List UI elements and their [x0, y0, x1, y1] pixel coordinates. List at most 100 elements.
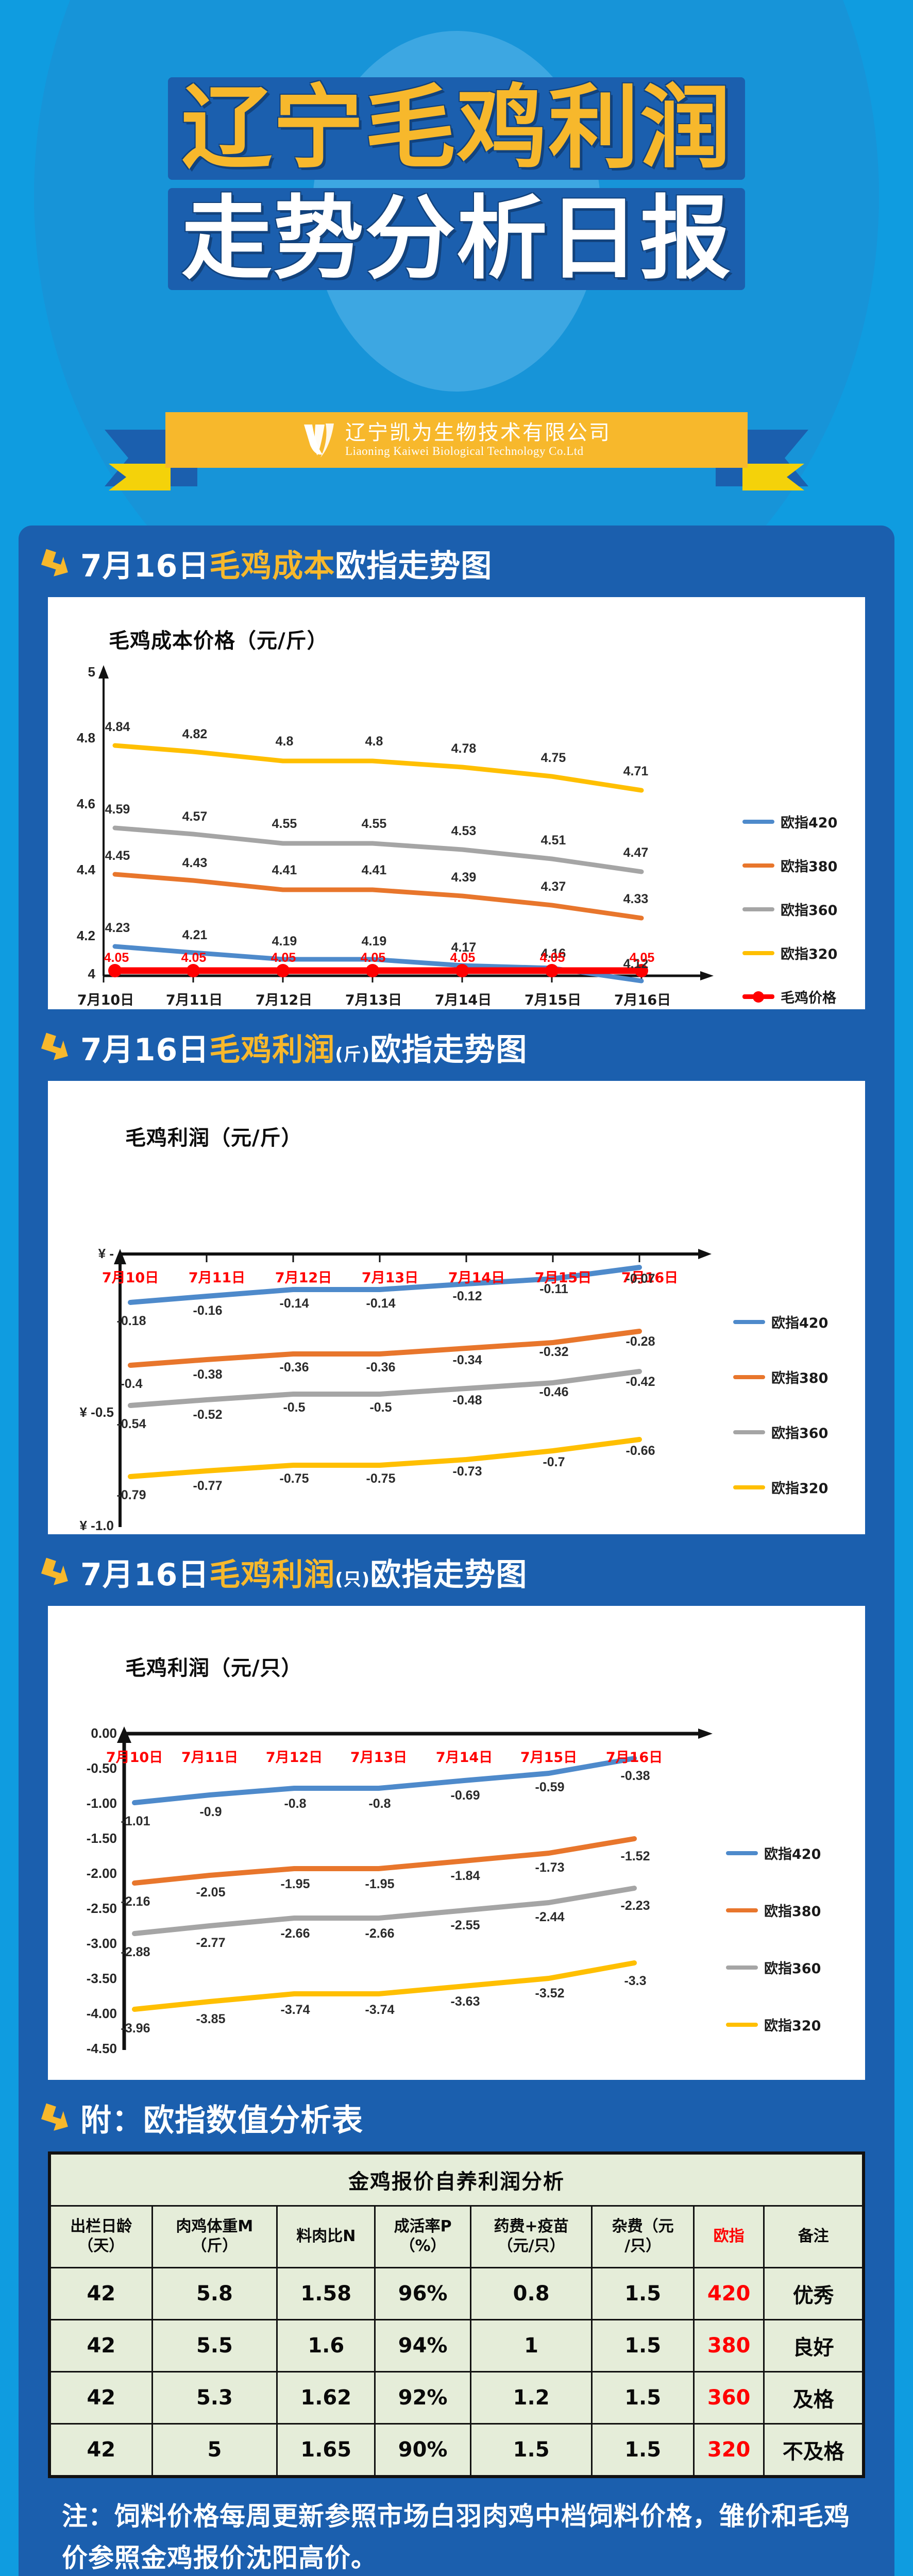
chart-title-cost: 毛鸡成本价格（元/斤）: [109, 629, 328, 653]
dlabel-cost-price-5: 4.05: [539, 951, 565, 965]
dlabel-zhi-320-5: -3.52: [535, 1986, 565, 2001]
legend-item-zhi-360: 欧指360: [726, 1957, 821, 1977]
x-tick-zhi-6: 7月16日: [605, 1750, 663, 1766]
cell-age: 42: [49, 2370, 153, 2425]
cell-fcr: 1.58: [276, 2266, 376, 2320]
cell-fcr: 1.65: [276, 2422, 376, 2477]
x-tick-jin-0: 7月10日: [102, 1270, 159, 1286]
y-tick-zhi-5: -2.50: [86, 1901, 117, 1916]
cell-misc: 1.5: [591, 2318, 695, 2372]
company-name-cn: 辽宁凯为生物技术有限公司: [345, 421, 611, 445]
dlabel-zhi-360-4: -2.55: [450, 1918, 480, 1933]
dlabel-cost-420-5: 4.16: [540, 946, 566, 961]
dlabel-zhi-420-1: -0.9: [199, 1805, 222, 1819]
cell-age: 42: [49, 2318, 153, 2372]
x-tick-jin-2: 7月12日: [275, 1270, 332, 1286]
legend-label-jin-320: 欧指320: [771, 1481, 829, 1497]
y-tick-jin-1: ¥ -0.5: [79, 1404, 114, 1420]
legend-item-jin-380: 欧指380: [733, 1367, 828, 1387]
cell-medicine: 1: [469, 2318, 593, 2372]
x-tick-jin-5: 7月15日: [534, 1270, 592, 1286]
dlabel-jin-320-2: -0.75: [279, 1471, 309, 1486]
cell-weight: 5: [151, 2422, 278, 2477]
col-header-fcr: 料肉比N: [276, 2205, 376, 2268]
section-header-table: 附：欧指数值分析表: [19, 2080, 894, 2151]
legend-label-zhi-360: 欧指360: [764, 1961, 821, 1977]
legend-label-jin-420: 欧指420: [771, 1315, 829, 1331]
col-header-age: 出栏日龄 （天）: [49, 2205, 153, 2268]
cell-survival: 92%: [374, 2370, 471, 2425]
cost-chart-plot: [98, 665, 714, 984]
y-tick-jin-2: ¥ -1.0: [79, 1518, 114, 1533]
dlabel-cost-320-0: 4.84: [105, 720, 130, 734]
section-title-prefix: 7月16日: [80, 1032, 210, 1068]
dlabel-jin-380-0: -0.4: [120, 1377, 143, 1391]
dlabel-zhi-420-6: -0.38: [620, 1769, 650, 1783]
dlabel-jin-380-2: -0.36: [279, 1360, 309, 1375]
dlabel-cost-420-1: 4.21: [182, 928, 208, 942]
ribbon-body: 辽宁凯为生物技术有限公司 Liaoning Kaiwei Biological …: [165, 412, 748, 468]
dlabel-cost-380-4: 4.39: [451, 870, 477, 885]
legend-profit-zhi: 欧指420 欧指380 欧指360 欧指320: [726, 1843, 821, 2058]
x-tick-cost-6: 7月16日: [614, 992, 671, 1008]
section-title-highlight: 毛鸡利润: [209, 1032, 335, 1068]
x-tick-jin-4: 7月14日: [448, 1270, 505, 1286]
legend-label-cost-360: 欧指360: [781, 903, 838, 919]
legend-label-cost-320: 欧指320: [781, 946, 838, 962]
cell-survival: 90%: [374, 2422, 471, 2477]
legend-swatch-price-icon: [742, 994, 774, 999]
dlabel-cost-360-5: 4.51: [540, 833, 566, 848]
x-tick-zhi-4: 7月14日: [435, 1750, 493, 1766]
footnote-text: 注：饲料价格每周更新参照市场白羽肉鸡中档饲料价格，雏价和毛鸡价参照金鸡报价沈阳高…: [62, 2501, 850, 2573]
legend-item-cost-320: 欧指320: [742, 943, 837, 963]
section-title-profit-zhi: 7月16日毛鸡利润(只)欧指走势图: [80, 1550, 527, 1595]
cell-fcr: 1.62: [276, 2370, 376, 2425]
dlabel-jin-420-4: -0.12: [452, 1289, 482, 1303]
dlabel-cost-360-1: 4.57: [182, 809, 208, 824]
y-tick-zhi-2: -1.00: [86, 1795, 117, 1811]
dlabel-jin-420-2: -0.14: [279, 1296, 309, 1311]
dlabel-zhi-420-0: -1.01: [121, 1814, 150, 1828]
legend-item-cost-price: 毛鸡价格: [742, 987, 837, 1007]
section-title-paren: (只): [335, 1569, 370, 1590]
dlabel-zhi-380-6: -1.52: [620, 1849, 650, 1863]
section-header-cost: 7月16日毛鸡成本欧指走势图: [19, 526, 894, 597]
x-tick-cost-3: 7月13日: [345, 992, 402, 1008]
cell-medicine: 0.8: [469, 2266, 593, 2320]
dlabel-cost-320-5: 4.75: [540, 751, 566, 765]
cell-weight: 5.8: [151, 2266, 278, 2320]
poster-title-line-2: 走势分析日报: [167, 188, 745, 291]
dlabel-jin-320-6: -0.66: [625, 1444, 655, 1458]
legend-label-zhi-320: 欧指320: [764, 2018, 821, 2034]
dlabel-jin-380-6: -0.28: [625, 1334, 655, 1349]
dlabel-cost-420-0: 4.23: [105, 921, 130, 935]
cell-misc: 1.5: [591, 2370, 695, 2425]
y-tick-zhi-6: -3.00: [86, 1936, 117, 1951]
col-header-weight: 肉鸡体重M （斤）: [151, 2205, 278, 2268]
dlabel-jin-360-1: -0.52: [193, 1408, 223, 1422]
dlabel-jin-360-4: -0.48: [452, 1393, 482, 1408]
dlabel-cost-price-3: 4.05: [360, 951, 386, 965]
arrow-down-right-icon: [41, 1557, 68, 1585]
y-tick-cost-0: 4: [88, 966, 95, 981]
dlabel-jin-320-4: -0.73: [452, 1464, 482, 1479]
x-tick-cost-4: 7月14日: [434, 992, 492, 1008]
section-title-cost: 7月16日毛鸡成本欧指走势图: [80, 541, 492, 586]
legend-swatch-360-icon: [733, 1430, 765, 1434]
section-header-profit-zhi: 7月16日毛鸡利润(只)欧指走势图: [19, 1534, 894, 1606]
legend-swatch-420-icon: [733, 1319, 765, 1324]
legend-item-zhi-320: 欧指320: [726, 2014, 821, 2035]
dlabel-cost-price-6: 4.05: [629, 951, 655, 965]
x-tick-zhi-0: 7月10日: [106, 1750, 163, 1766]
legend-swatch-320-icon: [733, 1485, 765, 1489]
y-tick-jin-0: ¥ -: [98, 1246, 114, 1261]
table-row: 42 5.8 1.58 96% 0.8 1.5 420 优秀: [49, 2266, 864, 2320]
dlabel-zhi-320-3: -3.74: [365, 2003, 395, 2017]
cell-survival: 94%: [374, 2318, 471, 2372]
legend-swatch-380-icon: [733, 1375, 765, 1379]
dlabel-zhi-420-4: -0.69: [450, 1788, 480, 1803]
dlabel-jin-380-1: -0.38: [193, 1367, 223, 1382]
dlabel-zhi-320-4: -3.63: [450, 1994, 480, 2009]
dlabel-cost-price-1: 4.05: [181, 951, 207, 965]
